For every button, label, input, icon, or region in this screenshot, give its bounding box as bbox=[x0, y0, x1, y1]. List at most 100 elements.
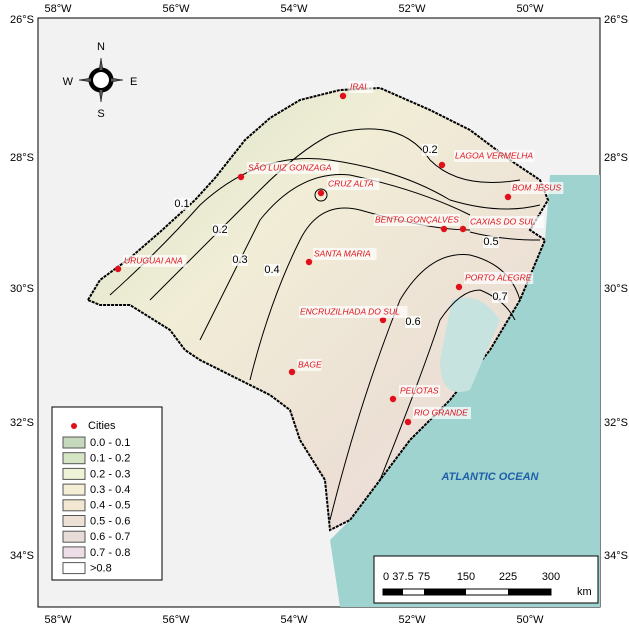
contour-label: 0.1 bbox=[174, 198, 189, 210]
contour-label: 0.2 bbox=[212, 224, 227, 236]
city-label-bg bbox=[454, 150, 535, 162]
city-label-bg bbox=[413, 407, 471, 419]
contour-label-bg bbox=[422, 144, 438, 156]
compass-letter: N bbox=[97, 41, 105, 53]
legend-swatch bbox=[62, 562, 86, 575]
scale-label: 0 bbox=[383, 571, 389, 583]
lat-label: 32°S bbox=[10, 417, 34, 429]
contour-label-bg bbox=[212, 224, 228, 236]
city-label: SANTA MARIA bbox=[314, 248, 371, 258]
city-dot bbox=[288, 368, 296, 376]
city-dot bbox=[237, 173, 245, 181]
city-dot bbox=[440, 225, 448, 233]
contour-label: 0.7 bbox=[492, 291, 507, 303]
legend-label: 0.3 - 0.4 bbox=[90, 484, 130, 496]
city-dot bbox=[339, 92, 347, 100]
contour-label: 0.5 bbox=[483, 236, 498, 248]
lat-label: 26°S bbox=[10, 14, 34, 26]
city-label-bg bbox=[327, 178, 380, 190]
city-label: PELOTAS bbox=[400, 385, 439, 395]
legend-swatch bbox=[62, 452, 86, 465]
city-label: IRAI bbox=[350, 81, 367, 91]
city-label: BAGE bbox=[298, 359, 322, 369]
city-dot bbox=[389, 395, 397, 403]
legend-city-dot bbox=[71, 423, 77, 429]
city-dot bbox=[379, 316, 387, 324]
city-label: PORTO ALEGRE bbox=[465, 272, 532, 282]
city-label-bg bbox=[464, 272, 534, 284]
city-dot bbox=[305, 258, 313, 266]
city-label-bg bbox=[247, 162, 339, 174]
scale-label: 37.5 bbox=[392, 571, 413, 583]
city-label-bg bbox=[297, 359, 322, 371]
scale-unit: km bbox=[577, 586, 592, 598]
city-label: LAGOA VERMELHA bbox=[455, 150, 533, 160]
city-label-bg bbox=[123, 255, 187, 267]
legend-label: 0.5 - 0.6 bbox=[90, 515, 130, 527]
city-label-bg bbox=[469, 216, 544, 228]
lagoon bbox=[440, 297, 500, 392]
city-label: CRUZ ALTA bbox=[328, 178, 374, 188]
city-label: ENCRUZILHADA DO SUL bbox=[300, 306, 400, 316]
legend-swatch bbox=[62, 515, 86, 527]
contour-label-bg bbox=[483, 236, 499, 248]
city-dot bbox=[114, 265, 122, 273]
lon-label: 58°W bbox=[44, 614, 72, 626]
compass-letter: E bbox=[130, 76, 137, 88]
lon-label: 52°W bbox=[398, 614, 426, 626]
city-dot bbox=[404, 418, 412, 426]
legend-label: 0.2 - 0.3 bbox=[90, 468, 130, 480]
scale-segment bbox=[383, 589, 403, 595]
city-dot bbox=[459, 225, 467, 233]
scale-label: 150 bbox=[457, 571, 475, 583]
contour-label-bg bbox=[492, 291, 508, 303]
lon-label: 54°W bbox=[280, 614, 308, 626]
lon-label: 58°W bbox=[44, 3, 72, 15]
city-dot bbox=[504, 193, 512, 201]
legend-title: Cities bbox=[88, 420, 116, 432]
lat-label: 28°S bbox=[604, 152, 628, 164]
scale-label: 75 bbox=[418, 571, 430, 583]
compass-letter: W bbox=[63, 76, 74, 88]
legend-swatch bbox=[62, 467, 86, 480]
lon-label: 52°W bbox=[398, 3, 426, 15]
legend-swatch bbox=[62, 499, 86, 512]
lon-label: 54°W bbox=[280, 3, 308, 15]
scale-label: 225 bbox=[499, 571, 517, 583]
city-label-bg bbox=[399, 385, 441, 397]
city-label-bg bbox=[299, 306, 408, 318]
contour-label-bg bbox=[232, 254, 248, 266]
city-label: CAXIAS DO SUL bbox=[470, 216, 535, 226]
legend-label: 0.6 - 0.7 bbox=[90, 531, 130, 543]
lat-label: 30°S bbox=[10, 283, 34, 295]
compass-letter: S bbox=[97, 108, 104, 120]
lat-label: 28°S bbox=[10, 152, 34, 164]
lat-label: 34°S bbox=[604, 550, 628, 562]
city-label: SÃO LUIZ GONZAGA bbox=[248, 162, 332, 172]
city-label: URUGUAI ANA bbox=[124, 255, 183, 265]
legend-label: 0.7 - 0.8 bbox=[90, 547, 130, 559]
city-label-bg bbox=[313, 248, 377, 260]
lon-label: 50°W bbox=[516, 3, 544, 15]
compass-center bbox=[91, 70, 111, 90]
legend-label: >0.8 bbox=[90, 563, 112, 575]
lon-label: 56°W bbox=[162, 614, 190, 626]
city-dot bbox=[438, 161, 446, 169]
city-label-bg bbox=[511, 182, 564, 194]
lat-label: 30°S bbox=[604, 283, 628, 295]
lon-label: 56°W bbox=[162, 3, 190, 15]
contour-label-bg bbox=[264, 264, 280, 276]
lat-label: 26°S bbox=[604, 14, 628, 26]
scale-segment bbox=[424, 589, 466, 595]
legend-swatch bbox=[62, 483, 86, 496]
contour-label: 0.6 bbox=[405, 316, 420, 328]
lat-label: 32°S bbox=[604, 417, 628, 429]
lat-label: 34°S bbox=[10, 550, 34, 562]
lon-label: 50°W bbox=[516, 614, 544, 626]
city-label: RIO GRANDE bbox=[414, 407, 468, 417]
legend-swatch bbox=[62, 530, 86, 543]
city-dot bbox=[455, 283, 463, 291]
city-dot bbox=[317, 189, 325, 197]
contour-label-bg bbox=[174, 198, 190, 210]
